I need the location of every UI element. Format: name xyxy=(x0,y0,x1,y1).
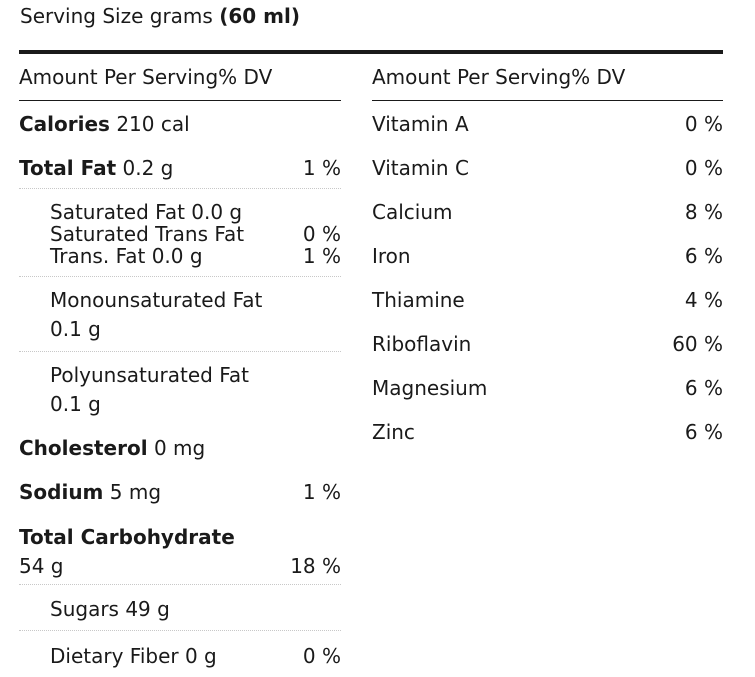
dietary-fiber-text: Dietary Fiber 0 g xyxy=(50,644,217,668)
total-carbohydrate-value: 54 g xyxy=(19,554,64,578)
vitamin-name: Thiamine xyxy=(372,288,465,312)
sodium-label: Sodium xyxy=(19,480,104,504)
saturated-fat-text: Saturated Fat 0.0 g xyxy=(50,200,243,224)
fat-breakdown-group: Saturated Fat 0.0 g Saturated Trans Fat … xyxy=(19,189,341,277)
thick-divider xyxy=(19,50,723,54)
vitamin-dv: 6 % xyxy=(684,376,723,400)
vitamin-dv: 60 % xyxy=(672,332,723,356)
vitamin-dv: 4 % xyxy=(684,288,723,312)
vitamin-row: Vitamin A 0 % xyxy=(372,101,723,145)
vitamin-name: Magnesium xyxy=(372,376,488,400)
macronutrients-column: Amount Per Serving% DV Calories 210 cal … xyxy=(19,54,341,675)
vitamin-row: Riboflavin 60 % xyxy=(372,321,723,365)
vitamin-row: Vitamin C 0 % xyxy=(372,145,723,189)
polyunsaturated-fat-row: Polyunsaturated Fat 0.1 g xyxy=(19,352,341,425)
sodium-row: Sodium 5 mg 1 % xyxy=(19,469,341,513)
serving-size-value: (60 ml) xyxy=(219,4,300,28)
dietary-fiber-dv: 0 % xyxy=(302,644,341,668)
total-fat-dv: 1 % xyxy=(302,156,341,180)
total-carbohydrate-label: Total Carbohydrate xyxy=(19,525,235,549)
total-fat-label: Total Fat xyxy=(19,156,117,180)
serving-size-label: Serving Size grams xyxy=(20,4,213,28)
vitamin-row: Thiamine 4 % xyxy=(372,277,723,321)
saturated-trans-fat-dv: 0 % xyxy=(302,222,341,246)
vitamin-row: Calcium 8 % xyxy=(372,189,723,233)
vitamin-row: Iron 6 % xyxy=(372,233,723,277)
saturated-trans-fat-row: Saturated Trans Fat 0 % xyxy=(19,223,341,245)
total-fat-row: Total Fat 0.2 g 1 % xyxy=(19,145,341,189)
sodium-dv: 1 % xyxy=(302,480,341,504)
total-carbohydrate-dv: 18 % xyxy=(290,554,341,578)
vitamin-name: Vitamin C xyxy=(372,156,469,180)
vitamin-list: Vitamin A 0 % Vitamin C 0 % Calcium 8 % Iron 6 … xyxy=(372,101,723,453)
trans-fat-text: Trans. Fat 0.0 g xyxy=(50,244,203,268)
vitamin-dv: 8 % xyxy=(684,200,723,224)
cholesterol-row: Cholesterol 0 mg xyxy=(19,425,341,469)
left-column-header: Amount Per Serving% DV xyxy=(19,54,341,101)
sugars-text: Sugars 49 g xyxy=(50,597,170,621)
polyunsaturated-fat-label: Polyunsaturated Fat xyxy=(50,363,249,387)
vitamin-dv: 6 % xyxy=(684,420,723,444)
cholesterol-value: 0 mg xyxy=(153,436,206,460)
vitamin-dv: 0 % xyxy=(684,112,723,136)
total-fat-value: 0.2 g xyxy=(122,156,174,180)
trans-fat-row: Trans. Fat 0.0 g 1 % xyxy=(19,245,341,267)
vitamin-dv: 6 % xyxy=(684,244,723,268)
cholesterol-label: Cholesterol xyxy=(19,436,148,460)
monounsaturated-fat-row: Monounsaturated Fat 0.1 g xyxy=(19,277,341,352)
vitamin-name: Vitamin A xyxy=(372,112,469,136)
vitamin-name: Calcium xyxy=(372,200,453,224)
calories-label: Calories xyxy=(19,112,110,136)
serving-size: Serving Size grams (60 ml) xyxy=(20,3,300,29)
sugars-row: Sugars 49 g xyxy=(19,585,341,631)
right-column-header: Amount Per Serving% DV xyxy=(372,54,723,101)
monounsaturated-fat-label: Monounsaturated Fat xyxy=(50,288,263,312)
sodium-value: 5 mg xyxy=(109,480,162,504)
monounsaturated-fat-value: 0.1 g xyxy=(50,317,101,341)
vitamin-dv: 0 % xyxy=(684,156,723,180)
polyunsaturated-fat-value: 0.1 g xyxy=(50,392,101,416)
vitamin-name: Iron xyxy=(372,244,411,268)
saturated-fat-row: Saturated Fat 0.0 g xyxy=(19,201,341,223)
total-carbohydrate-row: Total Carbohydrate 54 g 18 % xyxy=(19,513,341,585)
vitamin-row: Zinc 6 % xyxy=(372,409,723,453)
vitamin-name: Riboflavin xyxy=(372,332,472,356)
calories-row: Calories 210 cal xyxy=(19,101,341,145)
dietary-fiber-row: Dietary Fiber 0 g 0 % xyxy=(19,631,341,675)
vitamin-row: Magnesium 6 % xyxy=(372,365,723,409)
trans-fat-dv: 1 % xyxy=(302,244,341,268)
calories-value: 210 cal xyxy=(116,112,190,136)
vitamin-name: Zinc xyxy=(372,420,415,444)
saturated-trans-fat-text: Saturated Trans Fat xyxy=(50,222,245,246)
